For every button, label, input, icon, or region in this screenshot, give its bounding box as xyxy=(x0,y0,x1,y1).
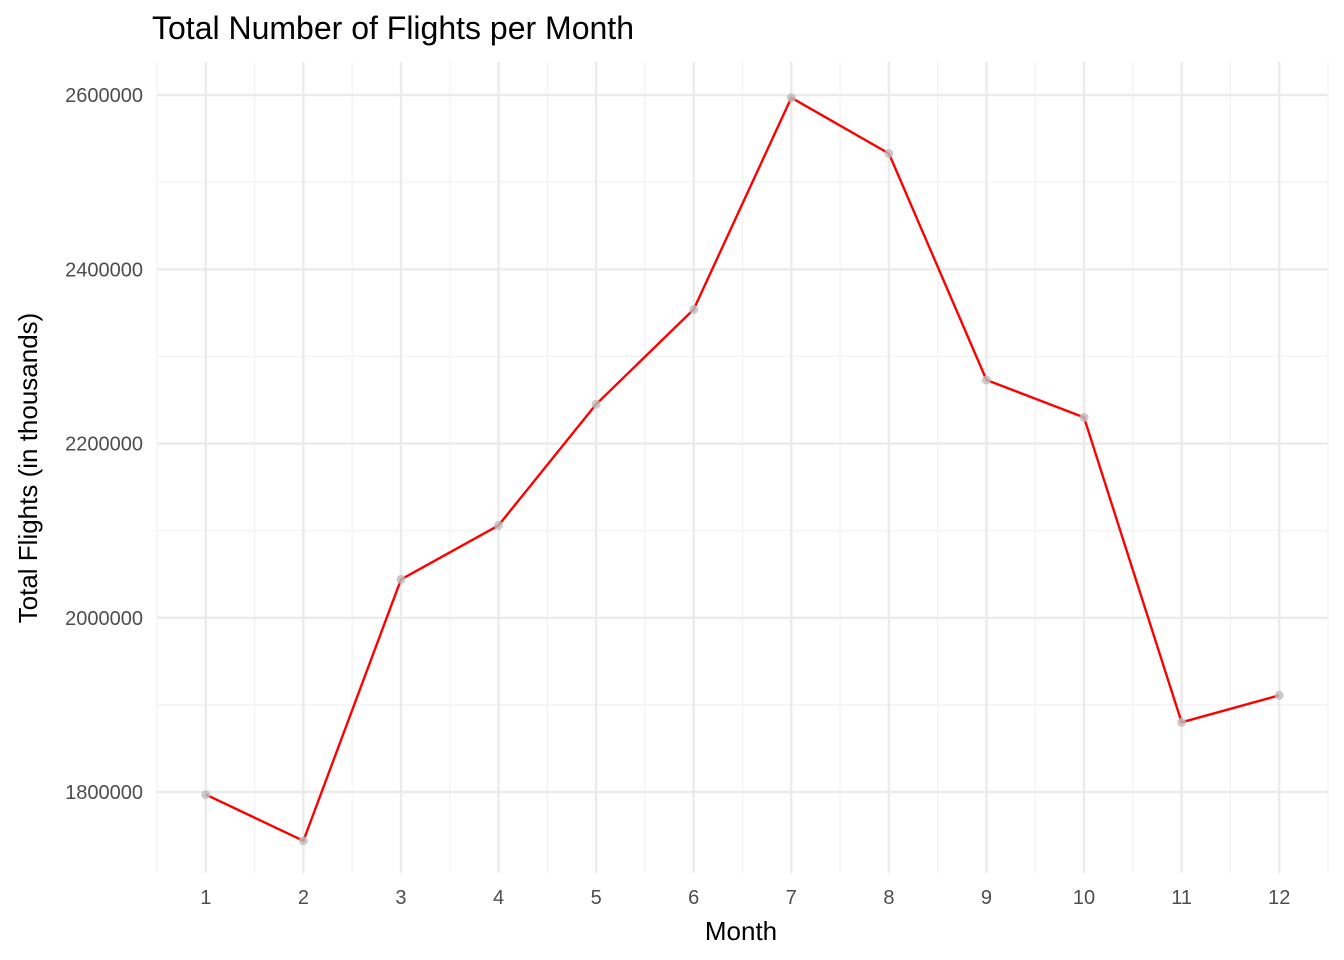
data-point xyxy=(494,520,504,530)
y-tick-label: 2000000 xyxy=(65,608,143,630)
x-tick-label: 10 xyxy=(1073,887,1095,909)
y-tick-label: 1800000 xyxy=(65,782,143,804)
x-tick-label: 11 xyxy=(1171,887,1192,909)
data-point xyxy=(1274,690,1284,700)
x-tick-label: 3 xyxy=(395,887,406,909)
x-axis-ticks: 1 2 3 4 5 6 7 8 9 10 11 12 xyxy=(200,887,1290,909)
y-tick-label: 2200000 xyxy=(65,434,143,456)
y-axis-ticks: 1800000 2000000 2200000 2400000 2600000 xyxy=(65,85,143,804)
data-point xyxy=(396,574,406,584)
data-point xyxy=(981,375,991,385)
data-point xyxy=(884,148,894,158)
series-line xyxy=(205,96,1280,842)
x-tick-label: 8 xyxy=(883,887,894,909)
data-point xyxy=(1079,412,1089,422)
x-tick-label: 6 xyxy=(688,887,699,909)
x-axis-title: Month xyxy=(705,916,777,946)
data-point xyxy=(591,399,601,409)
data-point xyxy=(298,836,308,846)
data-point xyxy=(1177,717,1187,727)
x-tick-label: 9 xyxy=(981,887,992,909)
series-layer xyxy=(205,96,1280,842)
data-point xyxy=(201,790,211,800)
chart-title: Total Number of Flights per Month xyxy=(152,10,634,46)
x-tick-label: 2 xyxy=(298,887,309,909)
x-tick-label: 7 xyxy=(786,887,797,909)
x-tick-label: 1 xyxy=(200,887,211,909)
y-tick-label: 2400000 xyxy=(65,259,143,281)
grid-layer xyxy=(156,62,1329,873)
y-axis-title: Total Flights (in thousands) xyxy=(13,313,43,624)
data-point xyxy=(786,93,796,103)
x-tick-label: 5 xyxy=(591,887,602,909)
x-tick-label: 12 xyxy=(1268,887,1290,909)
x-tick-label: 4 xyxy=(493,887,504,909)
points-layer xyxy=(201,93,1284,846)
y-tick-label: 2600000 xyxy=(65,85,143,107)
data-point xyxy=(689,304,699,314)
